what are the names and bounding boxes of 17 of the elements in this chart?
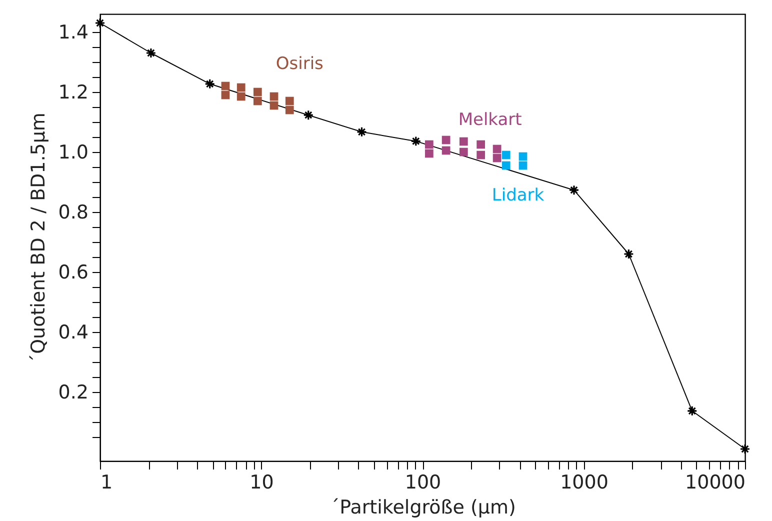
y-tick-label: 1.2 xyxy=(58,82,88,104)
series-label: Lidark xyxy=(492,186,544,206)
y-tick-label: 0.6 xyxy=(58,262,88,284)
y-tick-label: 0.8 xyxy=(58,202,88,224)
x-axis-title: ´Partikelgröße (µm) xyxy=(330,496,516,518)
x-tick-label: 1000 xyxy=(560,472,608,494)
y-tick-label: 1.0 xyxy=(58,142,88,164)
x-tick-label: 10 xyxy=(250,472,274,494)
y-tick-label: 0.4 xyxy=(58,322,88,344)
series-label: Melkart xyxy=(458,110,522,130)
series-label: Osiris xyxy=(276,54,324,74)
y-tick-label: 0.2 xyxy=(58,382,88,404)
y-axis-title: ´Quotient BD 2 / BD1.5µm xyxy=(27,112,50,364)
x-tick-label: 10000 xyxy=(685,472,746,494)
y-tick-label: 1.4 xyxy=(58,22,88,44)
x-tick-label: 100 xyxy=(404,472,442,494)
x-tick-label: 1 xyxy=(100,472,113,494)
